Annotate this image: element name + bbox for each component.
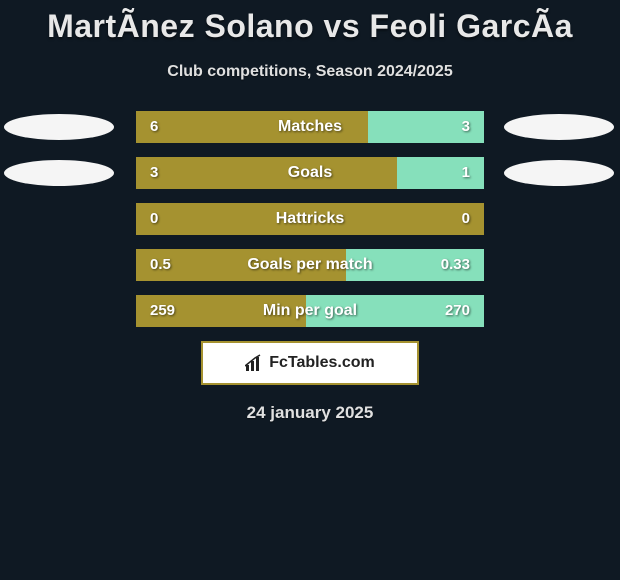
comparison-chart: 63Matches 31Goals 00Hattricks 0.50.33Goals … [0,111,620,327]
player-right-marker [504,160,614,186]
page-title: MartÃnez Solano vs Feoli GarcÃa [0,0,620,45]
bar-left [136,203,484,235]
player-right-marker [504,114,614,140]
stat-row: 00Hattricks [0,203,620,235]
bar-track: 259270Min per goal [136,295,484,327]
bar-track: 31Goals [136,157,484,189]
stat-row: 0.50.33Goals per match [0,249,620,281]
bar-right [397,157,484,189]
bar-left [136,249,346,281]
bar-left [136,295,306,327]
stat-row: 63Matches [0,111,620,143]
bar-left [136,157,397,189]
footer-brand-box[interactable]: FcTables.com [201,341,419,385]
bars-icon [245,354,265,372]
bar-track: 00Hattricks [136,203,484,235]
bar-right [306,295,484,327]
stat-row: 31Goals [0,157,620,189]
player-left-marker [4,160,114,186]
bar-right [368,111,484,143]
bar-track: 63Matches [136,111,484,143]
bar-right [346,249,484,281]
bar-track: 0.50.33Goals per match [136,249,484,281]
date-text: 24 january 2025 [0,403,620,423]
subtitle: Club competitions, Season 2024/2025 [0,63,620,81]
stat-row: 259270Min per goal [0,295,620,327]
player-left-marker [4,114,114,140]
footer-brand-text: FcTables.com [269,354,375,372]
bar-left [136,111,368,143]
